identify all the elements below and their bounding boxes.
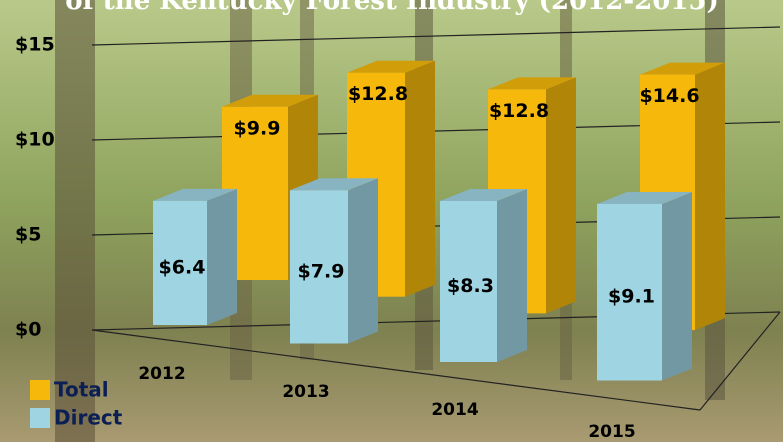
bar-side: [207, 189, 237, 325]
value-label: $6.4: [159, 256, 206, 278]
bar-side: [662, 192, 692, 381]
y-tick-label: $15: [15, 34, 55, 56]
y-tick-label: $10: [15, 129, 55, 151]
chart: of the Kentucky Forest Industry (2012-20…: [0, 0, 783, 442]
x-tick-label: 2013: [282, 382, 329, 402]
x-tick-label: 2015: [588, 422, 635, 442]
x-tick-label: 2012: [138, 364, 185, 384]
legend-label: Direct: [54, 406, 123, 430]
y-tick-label: $5: [15, 224, 41, 246]
value-label: $9.1: [608, 286, 655, 308]
legend-label: Total: [54, 378, 109, 402]
chart-title: of the Kentucky Forest Industry (2012-20…: [65, 0, 719, 16]
value-label: $14.6: [639, 85, 699, 107]
bar-side: [348, 178, 378, 343]
value-label: $12.8: [489, 100, 549, 122]
legend-swatch: [30, 408, 50, 428]
value-label: $8.3: [447, 275, 494, 297]
value-label: $7.9: [298, 260, 345, 282]
bar-side: [405, 61, 435, 297]
legend-swatch: [30, 380, 50, 400]
value-label: $9.9: [234, 117, 281, 139]
bar-side: [497, 189, 527, 362]
bar-side: [546, 77, 576, 313]
y-tick-label: $0: [15, 319, 41, 341]
x-tick-label: 2014: [431, 400, 478, 420]
value-label: $12.8: [348, 83, 408, 105]
